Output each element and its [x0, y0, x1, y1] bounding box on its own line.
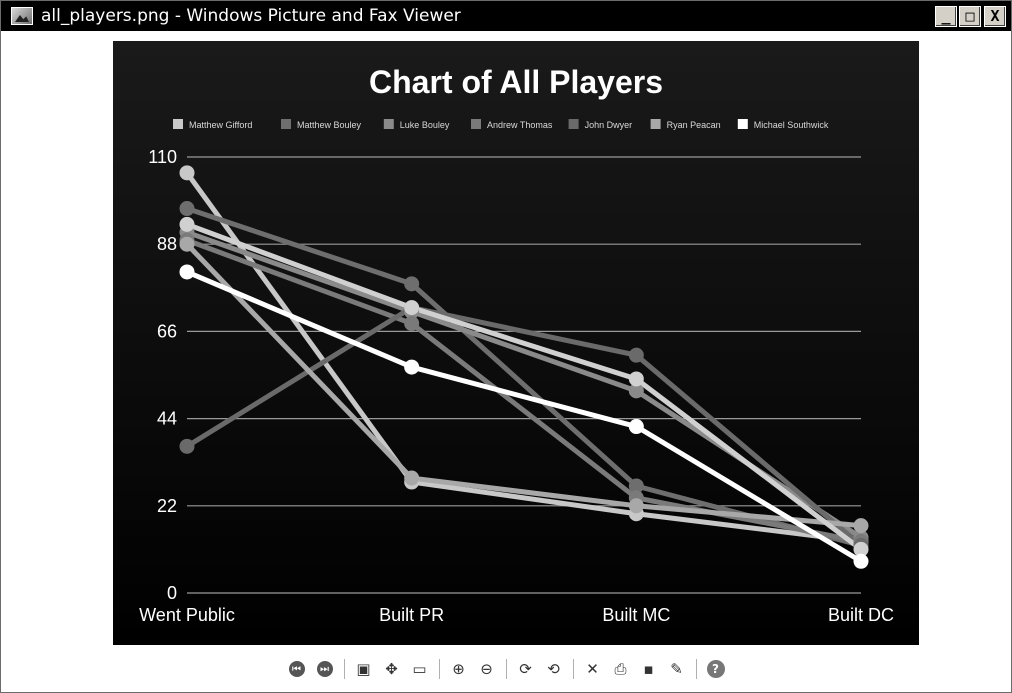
series-line: [184, 170, 864, 544]
y-tick-label: 66: [157, 321, 177, 341]
data-point: [404, 276, 420, 292]
series-line: [184, 206, 864, 548]
legend-label: Andrew Thomas: [487, 120, 553, 130]
rotate-counterclockwise-button[interactable]: ⟲: [543, 658, 565, 680]
edit-button[interactable]: ✎: [666, 658, 688, 680]
viewer-toolbar: ⏮ ⏭ ▣ ✥ ▭ ⊕ ⊖ ⟳ ⟲ ✕ ⎙ ▪ ✎?: [1, 649, 1011, 689]
y-tick-label: 44: [157, 409, 177, 429]
save-button[interactable]: ▪: [638, 658, 660, 680]
legend-label: Ryan Peacan: [667, 120, 721, 130]
legend-label: John Dwyer: [585, 120, 633, 130]
best-fit-icon: ▣: [356, 660, 371, 678]
series-line: [184, 269, 864, 564]
legend-label: Matthew Bouley: [297, 120, 362, 130]
image-view-area: Chart of All Players Matthew Gifford Matth…: [3, 31, 1009, 645]
toolbar-separator: [572, 659, 574, 679]
best-fit-button[interactable]: ▣: [353, 658, 375, 680]
window-title: all_players.png - Windows Picture and Fa…: [41, 6, 461, 26]
legend-swatch: [383, 119, 394, 129]
toolbar-separator: [695, 659, 697, 679]
y-tick-label: 88: [157, 234, 177, 254]
legend-swatch: [568, 119, 579, 129]
toolbar-separator: [343, 659, 345, 679]
data-point: [179, 201, 195, 217]
y-tick-label: 22: [157, 496, 177, 516]
rotate-clockwise-icon: ⟳: [519, 660, 532, 678]
rotate-clockwise-button[interactable]: ⟳: [515, 658, 537, 680]
data-point: [628, 478, 644, 494]
data-point: [179, 165, 195, 181]
rotate-counterclockwise-icon: ⟲: [547, 660, 560, 678]
data-point: [404, 470, 420, 486]
delete-icon: ✕: [586, 660, 599, 678]
legend-swatch: [650, 119, 661, 129]
series-line: [184, 221, 864, 552]
data-point: [179, 236, 195, 252]
previous-image-button[interactable]: ⏮: [286, 658, 308, 680]
x-tick-label: Built PR: [379, 605, 444, 625]
legend-swatch: [737, 119, 748, 129]
data-point: [853, 553, 869, 569]
picture-viewer-icon: [11, 7, 33, 25]
legend-label: Michael Southwick: [754, 120, 829, 130]
slideshow-icon: ▭: [412, 660, 427, 678]
line-chart: Chart of All Players Matthew Gifford Matth…: [139, 64, 894, 625]
delete-button[interactable]: ✕: [582, 658, 604, 680]
minimize-button[interactable]: _: [935, 6, 957, 27]
legend-swatch: [281, 119, 291, 129]
data-point: [179, 216, 195, 232]
title-bar[interactable]: all_players.png - Windows Picture and Fa…: [1, 1, 1011, 31]
toolbar-separator: [505, 659, 507, 679]
save-icon: ▪: [643, 660, 654, 678]
series-line: [184, 305, 864, 548]
chart-image: Chart of All Players Matthew Gifford Matth…: [113, 41, 919, 645]
legend-swatch: [173, 119, 183, 129]
y-tick-label: 110: [148, 147, 177, 167]
data-point: [404, 315, 420, 331]
zoom-out-button[interactable]: ⊖: [476, 658, 498, 680]
x-tick-label: Built MC: [602, 605, 670, 625]
data-point: [628, 419, 644, 435]
legend-swatch: [471, 119, 481, 129]
help-icon: ?: [706, 660, 725, 678]
legend-label: Matthew Gifford: [189, 120, 252, 130]
toolbar-separator: [438, 659, 440, 679]
data-point: [853, 541, 869, 557]
x-tick-label: Built DC: [828, 605, 894, 625]
print-icon: ⎙: [614, 660, 627, 678]
series-line: [184, 237, 864, 544]
data-point: [404, 300, 420, 316]
data-point: [853, 518, 869, 534]
data-point: [628, 347, 644, 363]
x-tick-label: Went Public: [139, 605, 235, 625]
slideshow-button[interactable]: ▭: [409, 658, 431, 680]
data-point: [628, 498, 644, 514]
data-point: [628, 371, 644, 387]
help-button[interactable]: ?: [705, 658, 727, 680]
maximize-button[interactable]: □: [959, 6, 981, 27]
previous-icon: ⏮: [288, 661, 305, 677]
zoom-in-icon: ⊕: [452, 660, 465, 678]
y-tick-label: 0: [167, 583, 177, 603]
data-point: [179, 438, 195, 454]
close-button[interactable]: X: [984, 6, 1006, 27]
edit-icon: ✎: [670, 660, 683, 678]
zoom-out-icon: ⊖: [480, 660, 493, 678]
print-button[interactable]: ⎙: [610, 658, 632, 680]
next-image-button[interactable]: ⏭: [314, 658, 336, 680]
zoom-in-button[interactable]: ⊕: [448, 658, 470, 680]
actual-size-icon: ✥: [385, 660, 398, 678]
data-point: [628, 383, 644, 399]
chart-title: Chart of All Players: [369, 64, 663, 100]
legend-label: Luke Bouley: [400, 120, 450, 130]
next-icon: ⏭: [316, 661, 333, 677]
actual-size-button[interactable]: ✥: [381, 658, 403, 680]
data-point: [179, 264, 195, 280]
series-line: [184, 241, 864, 529]
data-point: [404, 359, 420, 375]
